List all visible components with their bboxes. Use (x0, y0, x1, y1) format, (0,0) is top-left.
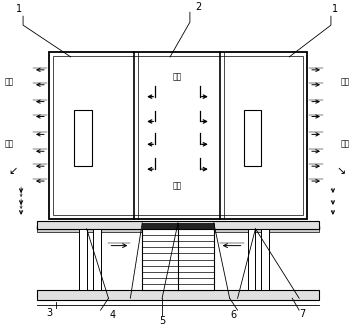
Bar (49, 52, 307, 219)
Text: 1: 1 (16, 4, 22, 14)
Bar (93, 229, 101, 290)
Text: 4: 4 (109, 310, 115, 320)
Bar (178, 223, 214, 229)
Bar (53, 56, 303, 215)
Bar (142, 229, 214, 290)
Bar (37, 229, 319, 232)
Text: 5: 5 (159, 316, 165, 326)
Text: 热风: 热风 (4, 77, 13, 86)
Bar (74, 110, 92, 166)
Bar (37, 290, 319, 300)
Text: 冷风: 冷风 (172, 181, 182, 190)
Text: ↘: ↘ (336, 166, 346, 176)
Text: 1: 1 (332, 4, 338, 14)
Bar (37, 221, 319, 229)
Bar (261, 229, 269, 290)
Text: 3: 3 (46, 308, 52, 318)
Bar (79, 229, 87, 290)
Bar (37, 223, 319, 226)
Text: 热风: 热风 (341, 140, 350, 149)
Text: 热风: 热风 (4, 140, 13, 149)
Text: 热风: 热风 (341, 77, 350, 86)
Text: 6: 6 (230, 310, 237, 320)
Bar (37, 226, 319, 229)
Bar (142, 223, 178, 229)
Text: ↙: ↙ (8, 166, 18, 176)
Text: 2: 2 (195, 2, 201, 12)
Bar (244, 110, 261, 166)
Bar (247, 229, 256, 290)
Text: 7: 7 (299, 309, 305, 319)
Text: 冷风: 冷风 (172, 72, 182, 81)
